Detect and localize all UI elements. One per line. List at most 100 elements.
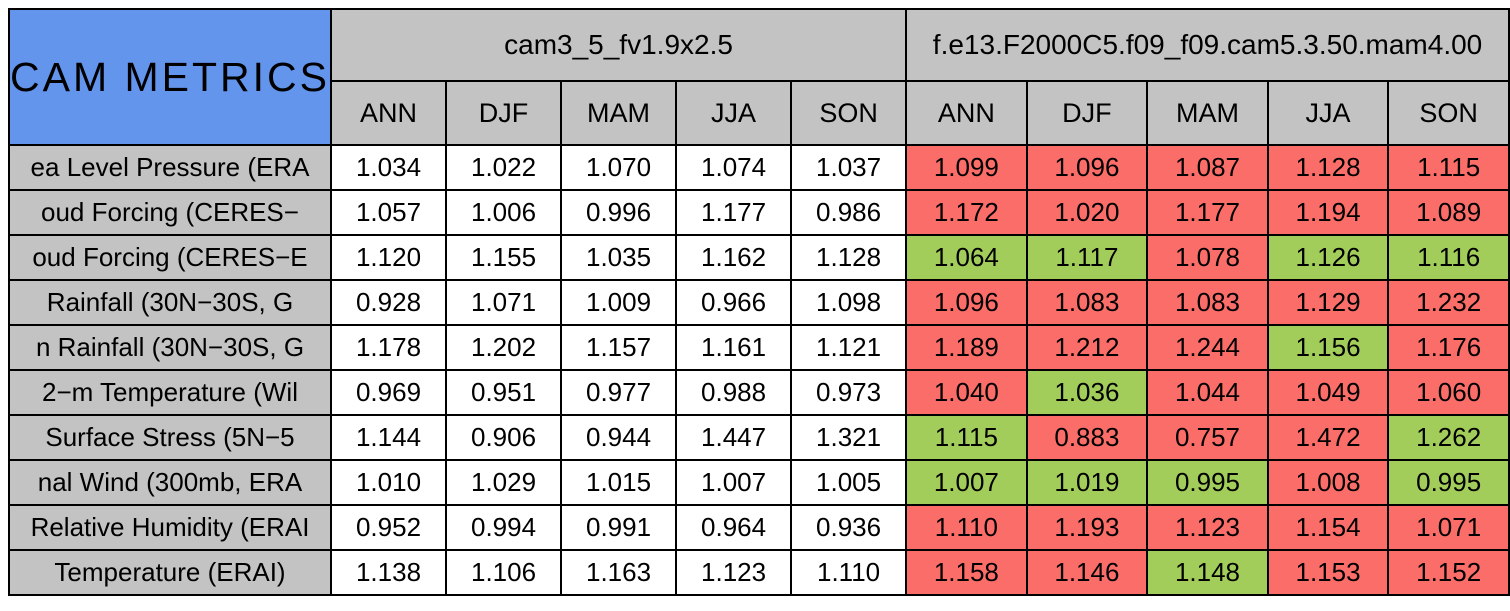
- row-label: n Rainfall (30N−30S, G: [8, 324, 332, 371]
- metric-value-model1: 1.177: [675, 189, 793, 236]
- metric-value-model2-red: 1.177: [1146, 189, 1269, 236]
- metric-value-model1: 1.074: [675, 144, 793, 191]
- metric-value-model2-red: 1.244: [1146, 324, 1269, 371]
- model-header-row: CAM METRICS cam3_5_fv1.9x2.5 f.e13.F2000…: [8, 8, 1510, 146]
- metric-value-model2-red: 1.078: [1146, 234, 1269, 281]
- table-row: nal Wind (300mb, ERA 1.010 1.029 1.015 1.007…: [8, 459, 1510, 506]
- metric-value-model2-green: 1.019: [1025, 459, 1149, 506]
- table-row: Surface Stress (5N−5 1.144 0.906 0.944 1.447…: [8, 414, 1510, 461]
- metric-value-model1: 0.906: [445, 414, 563, 461]
- model-1-name-header: cam3_5_fv1.9x2.5: [329, 8, 908, 82]
- row-label: Relative Humidity (ERAI: [8, 504, 332, 551]
- season-header-model2-ann: ANN: [905, 80, 1028, 146]
- table-row: Rainfall (30N−30S, G 0.928 1.071 1.009 0.966…: [8, 279, 1510, 326]
- season-header-model1-son: SON: [790, 80, 908, 146]
- metric-value-model1: 1.005: [790, 459, 908, 506]
- metric-value-model2-red: 1.096: [1025, 144, 1149, 191]
- metric-value-model1: 1.007: [675, 459, 793, 506]
- metric-value-model2-red: 1.172: [905, 189, 1028, 236]
- metric-value-model2-red: 1.472: [1266, 414, 1390, 461]
- metric-value-model2-red: 1.008: [1266, 459, 1390, 506]
- row-label: Surface Stress (5N−5: [8, 414, 332, 461]
- metric-value-model2-red: 1.115: [1387, 144, 1510, 191]
- metric-value-model1: 1.121: [790, 324, 908, 371]
- metric-value-model1: 1.120: [329, 234, 448, 281]
- table-row: oud Forcing (CERES−E 1.120 1.155 1.035 1.162…: [8, 234, 1510, 281]
- metric-value-model2-red: 1.189: [905, 324, 1028, 371]
- metric-value-model2-red: 1.152: [1387, 549, 1510, 596]
- metric-value-model1: 0.928: [329, 279, 448, 326]
- metric-value-model2-red: 1.153: [1266, 549, 1390, 596]
- metric-value-model1: 0.952: [329, 504, 448, 551]
- metric-value-model1: 1.057: [329, 189, 448, 236]
- metric-value-model1: 0.986: [790, 189, 908, 236]
- metric-value-model2-red: 1.193: [1025, 504, 1149, 551]
- metric-value-model1: 1.035: [560, 234, 678, 281]
- metric-value-model1: 1.447: [675, 414, 793, 461]
- metric-value-model1: 1.162: [675, 234, 793, 281]
- metric-value-model2-green: 1.064: [905, 234, 1028, 281]
- metric-value-model2-red: 1.232: [1387, 279, 1510, 326]
- table-row: Temperature (ERAI) 1.138 1.106 1.163 1.123 1.…: [8, 549, 1510, 596]
- metric-value-model1: 0.966: [675, 279, 793, 326]
- metric-value-model2-red: 1.099: [905, 144, 1028, 191]
- table-row: 2−m Temperature (Wil 0.969 0.951 0.977 0.988…: [8, 369, 1510, 416]
- metric-value-model1: 0.996: [560, 189, 678, 236]
- metric-value-model1: 0.973: [790, 369, 908, 416]
- metric-value-model2-red: 1.128: [1266, 144, 1390, 191]
- cam-metrics-table: CAM METRICS cam3_5_fv1.9x2.5 f.e13.F2000…: [8, 8, 1510, 596]
- metric-value-model1: 1.010: [329, 459, 448, 506]
- metric-value-model2-red: 1.071: [1387, 504, 1510, 551]
- metric-value-model2-green: 1.148: [1146, 549, 1269, 596]
- metric-value-model2-green: 0.995: [1387, 459, 1510, 506]
- metric-value-model1: 1.029: [445, 459, 563, 506]
- metric-value-model1: 1.110: [790, 549, 908, 596]
- metric-value-model2-red: 1.020: [1025, 189, 1149, 236]
- metric-value-model2-red: 1.089: [1387, 189, 1510, 236]
- metric-value-model2-red: 1.040: [905, 369, 1028, 416]
- metric-value-model1: 1.009: [560, 279, 678, 326]
- row-label: oud Forcing (CERES−E: [8, 234, 332, 281]
- metric-value-model1: 1.106: [445, 549, 563, 596]
- row-label: 2−m Temperature (Wil: [8, 369, 332, 416]
- metric-value-model2-red: 1.083: [1146, 279, 1269, 326]
- metric-value-model2-green: 1.116: [1387, 234, 1510, 281]
- table-row: oud Forcing (CERES− 1.057 1.006 0.996 1.177 0…: [8, 189, 1510, 236]
- metric-value-model1: 0.977: [560, 369, 678, 416]
- metric-value-model1: 1.178: [329, 324, 448, 371]
- metric-value-model1: 1.138: [329, 549, 448, 596]
- table-row: n Rainfall (30N−30S, G 1.178 1.202 1.157 1.1…: [8, 324, 1510, 371]
- metric-value-model1: 1.071: [445, 279, 563, 326]
- metric-value-model1: 1.022: [445, 144, 563, 191]
- metric-value-model1: 1.155: [445, 234, 563, 281]
- metric-value-model2-green: 1.156: [1266, 324, 1390, 371]
- metric-value-model2-red: 1.083: [1025, 279, 1149, 326]
- table-row: Relative Humidity (ERAI 0.952 0.994 0.991 0.…: [8, 504, 1510, 551]
- metric-value-model2-green: 1.007: [905, 459, 1028, 506]
- model-2-name-header: f.e13.F2000C5.f09_f09.cam5.3.50.mam4.00: [905, 8, 1510, 82]
- metric-value-model1: 1.098: [790, 279, 908, 326]
- metric-value-model2-green: 1.262: [1387, 414, 1510, 461]
- metric-value-model1: 0.951: [445, 369, 563, 416]
- metric-value-model2-red: 1.146: [1025, 549, 1149, 596]
- metric-value-model1: 1.144: [329, 414, 448, 461]
- row-label: nal Wind (300mb, ERA: [8, 459, 332, 506]
- metric-value-model1: 1.202: [445, 324, 563, 371]
- metric-value-model2-red: 0.883: [1025, 414, 1149, 461]
- metric-value-model2-red: 1.060: [1387, 369, 1510, 416]
- season-header-model2-djf: DJF: [1025, 80, 1149, 146]
- season-header-model1-djf: DJF: [445, 80, 563, 146]
- row-label: ea Level Pressure (ERA: [8, 144, 332, 191]
- metric-value-model2-red: 1.110: [905, 504, 1028, 551]
- metric-value-model2-red: 1.123: [1146, 504, 1269, 551]
- metric-value-model2-green: 1.117: [1025, 234, 1149, 281]
- metric-value-model2-red: 1.087: [1146, 144, 1269, 191]
- metric-value-model2-red: 1.154: [1266, 504, 1390, 551]
- metric-value-model1: 0.988: [675, 369, 793, 416]
- metric-value-model2-red: 1.049: [1266, 369, 1390, 416]
- metric-value-model2-green: 0.995: [1146, 459, 1269, 506]
- metric-value-model1: 1.070: [560, 144, 678, 191]
- metric-value-model1: 1.123: [675, 549, 793, 596]
- metric-value-model2-red: 1.158: [905, 549, 1028, 596]
